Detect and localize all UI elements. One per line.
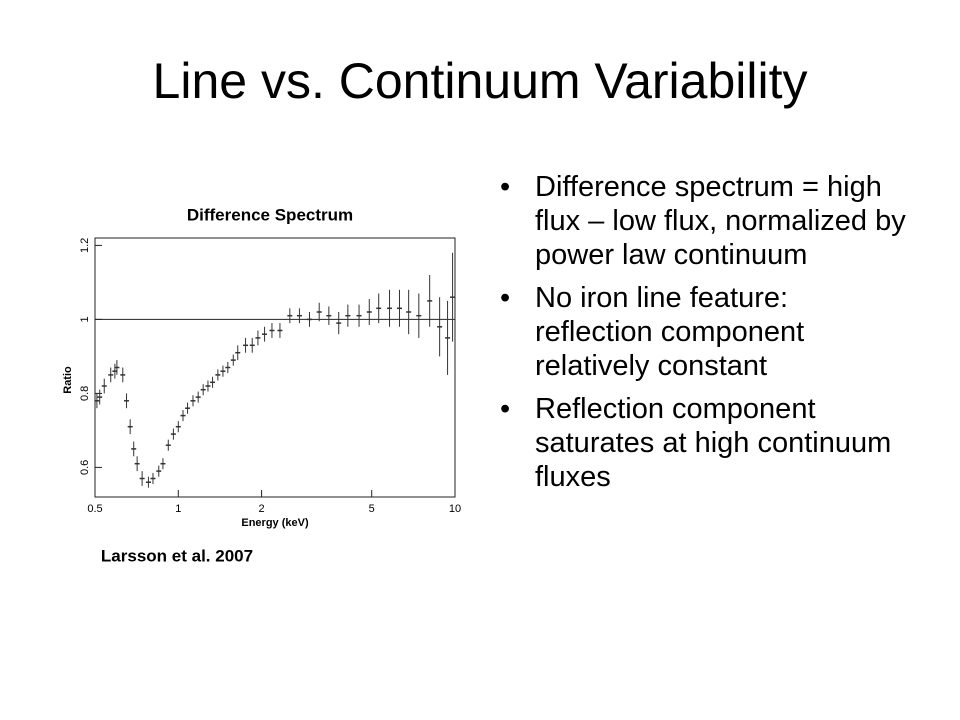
y-axis-label: Ratio <box>62 366 74 394</box>
y-tick-label: 0.8 <box>79 386 91 401</box>
bullet: No iron line feature: reflection compone… <box>500 281 910 383</box>
slide-title: Line vs. Continuum Variability <box>152 53 808 109</box>
bullet: Reflection component saturates at high c… <box>500 392 910 494</box>
y-tick-label: 0.6 <box>79 460 91 475</box>
bullet-list: Difference spectrum = high flux – low fl… <box>500 170 910 503</box>
chart: Difference Spectrum Larsson et al. 2007 … <box>62 205 461 565</box>
x-tick-label: 10 <box>449 503 461 515</box>
x-tick-label: 0.5 <box>87 503 102 515</box>
chart-title: Difference Spectrum <box>187 205 353 224</box>
x-axis-label: Energy (keV) <box>241 517 309 529</box>
x-tick-label: 5 <box>369 503 375 515</box>
y-tick-label: 1 <box>79 316 91 322</box>
bullet: Difference spectrum = high flux – low fl… <box>500 170 910 272</box>
plot-frame <box>94 237 456 498</box>
x-tick-label: 2 <box>259 503 265 515</box>
y-tick-label: 1.2 <box>79 238 91 253</box>
citation: Larsson et al. 2007 <box>101 546 253 565</box>
x-tick-label: 1 <box>175 503 181 515</box>
